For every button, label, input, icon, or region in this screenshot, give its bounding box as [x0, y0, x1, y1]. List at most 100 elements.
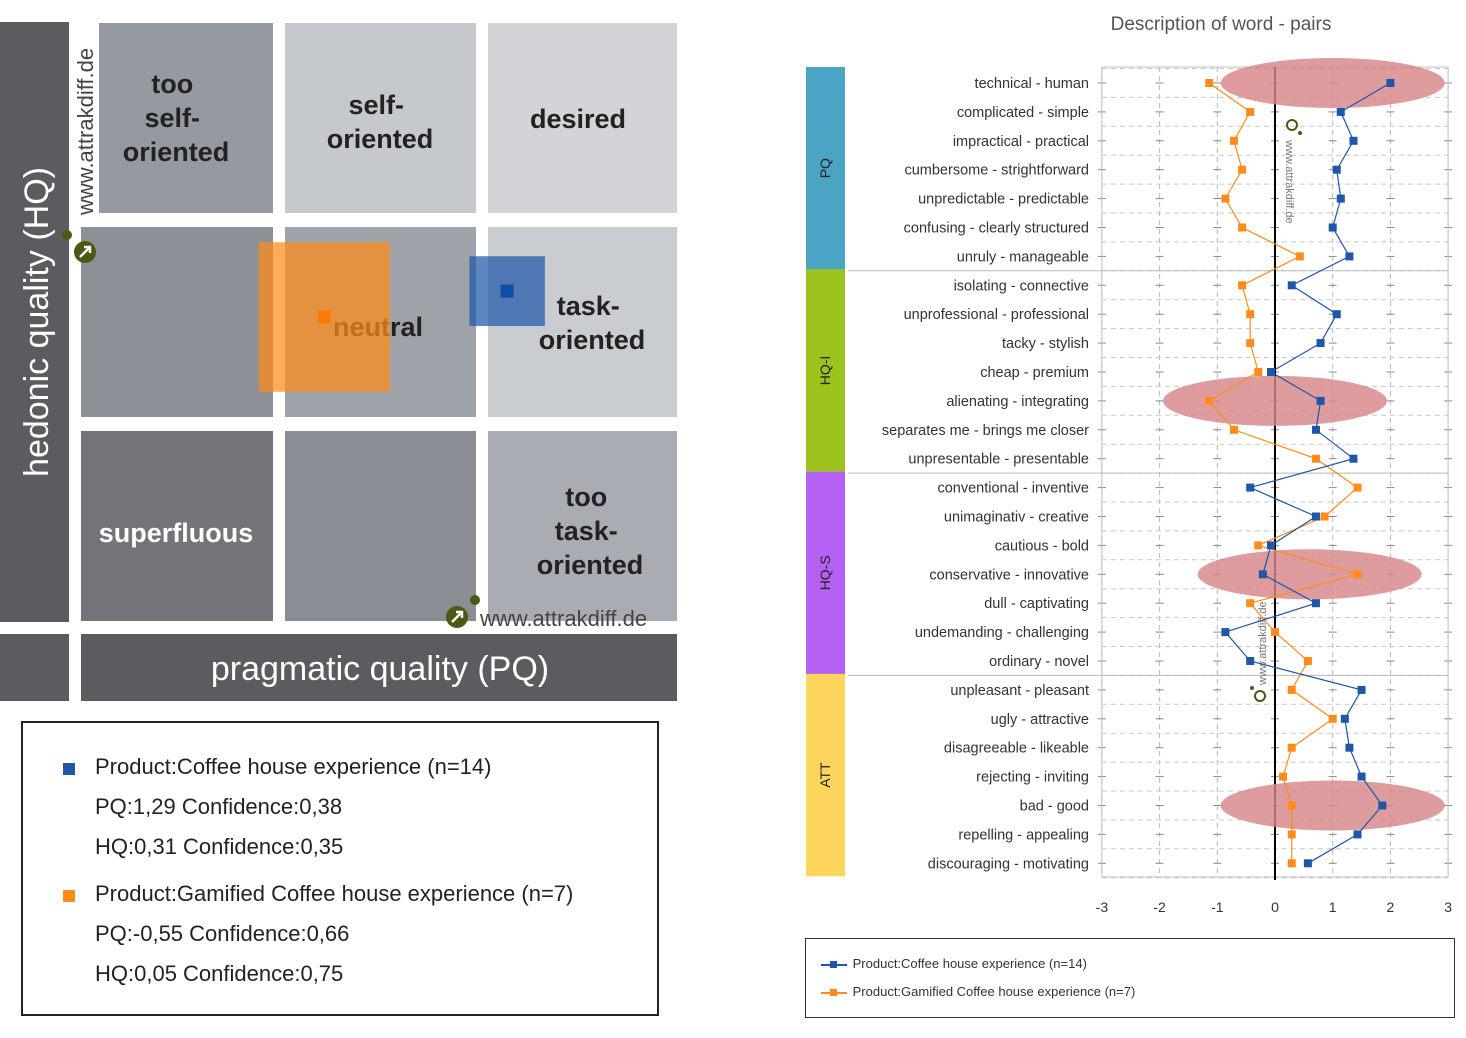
series-point-coffee — [1386, 79, 1395, 87]
word-pair-label: cautious - bold — [995, 538, 1089, 554]
word-pair-label: disagreeable - likeable — [944, 741, 1089, 757]
word-pair-label: discouraging - motivating — [928, 856, 1089, 872]
logo-icon-profile-top — [1286, 119, 1298, 131]
series-point-coffee — [1258, 570, 1267, 579]
logo-dot-profile-mid — [1250, 686, 1254, 690]
word-pair-label: impractical - practical — [953, 134, 1089, 150]
watermark-horizontal: www.attrakdiff.de — [479, 606, 647, 631]
highlight-ellipse — [1163, 375, 1387, 426]
band-pq — [806, 67, 845, 270]
word-pair-label: technical - human — [975, 76, 1089, 92]
highlight-ellipse — [1220, 58, 1445, 108]
label-too-self-oriented: too self- oriented — [123, 69, 230, 167]
cell-too-task-oriented — [488, 431, 677, 621]
series-point-coffee — [1357, 685, 1366, 694]
word-pair-label: unprofessional - professional — [904, 307, 1089, 323]
x-tick-label: -1 — [1211, 899, 1224, 915]
series-point-gamified — [1320, 512, 1329, 521]
profile-legend-label-gamified: Product:Gamified Coffee house experience… — [852, 984, 1136, 999]
logo-icon-profile-mid — [1254, 690, 1266, 702]
series-point-coffee — [1349, 136, 1358, 145]
legend-pq-gamified: PQ:-0,55 Confidence:0,66 — [95, 921, 350, 946]
series-point-gamified — [1271, 628, 1279, 637]
hq-axis-bar — [0, 22, 69, 622]
label-desired: desired — [530, 104, 626, 134]
band-hq-s — [806, 471, 845, 674]
hq-axis-label: hedonic quality (HQ) — [18, 167, 56, 477]
word-pair-label: ordinary - novel — [989, 654, 1089, 670]
cell-self-oriented — [285, 23, 476, 213]
label-too-task-oriented: too task- oriented — [537, 482, 644, 580]
profile-legend: Product:Coffee house experience (n=14) P… — [805, 938, 1455, 1018]
x-tick-label: -2 — [1153, 899, 1166, 915]
series-point-gamified — [1246, 310, 1255, 319]
cell-too-self-oriented — [99, 23, 273, 213]
legend-pq-coffee: PQ:1,29 Confidence:0,38 — [95, 794, 343, 819]
word-pair-label: conventional - inventive — [937, 481, 1089, 497]
word-pair-label: cheap - premium — [980, 365, 1089, 381]
series-point-coffee — [1316, 396, 1325, 405]
word-pair-label: alienating - integrating — [946, 394, 1089, 410]
word-pair-label: rejecting - inviting — [976, 770, 1089, 786]
watermark-vertical: www.attrakdiff.de — [73, 48, 98, 216]
legend-hq-gamified: HQ:0,05 Confidence:0,75 — [95, 961, 344, 986]
x-tick-label: -3 — [1096, 899, 1109, 915]
x-tick-label: 1 — [1329, 899, 1337, 915]
series-point-coffee — [1378, 801, 1387, 810]
series-point-gamified — [1254, 541, 1263, 550]
word-pair-label: undemanding - challenging — [915, 625, 1089, 641]
series-point-gamified — [1238, 223, 1247, 232]
mean-point-coffee — [500, 284, 514, 298]
series-point-gamified — [1287, 801, 1296, 810]
highlight-ellipse — [1220, 780, 1445, 831]
highlight-ellipses — [1163, 58, 1445, 831]
legend-label-coffee: Product:Coffee house experience (n=14) — [95, 754, 492, 779]
profile-legend-item-gamified: Product:Gamified Coffee house experience… — [821, 984, 1135, 999]
series-point-coffee — [1332, 310, 1341, 319]
series-point-gamified — [1287, 859, 1296, 868]
x-tick-label: 3 — [1444, 899, 1452, 915]
word-pair-label: cumbersome - strightforward — [904, 163, 1089, 179]
series-point-gamified — [1353, 483, 1362, 492]
profile-legend-item-coffee: Product:Coffee house experience (n=14) — [821, 956, 1087, 971]
word-pair-label: dull - captivating — [984, 596, 1089, 612]
series-point-gamified — [1287, 743, 1296, 752]
series-point-coffee — [1287, 281, 1296, 290]
series-point-gamified — [1254, 368, 1263, 376]
word-pair-label: unpleasant - pleasant — [950, 683, 1089, 699]
series-point-coffee — [1316, 339, 1325, 348]
scale-bands: PQ HQ-I HQ-S ATT — [806, 67, 845, 877]
series-point-coffee — [1328, 223, 1337, 232]
series-point-gamified — [1295, 252, 1304, 261]
series-point-gamified — [1238, 281, 1247, 290]
logo-dot-profile-top — [1298, 131, 1302, 135]
series-line-coffee — [1224, 82, 1391, 864]
mean-point-gamified — [317, 310, 331, 324]
series-point-gamified — [1230, 136, 1239, 145]
label-superfluous: superfluous — [99, 518, 254, 548]
word-pair-labels: technical - human complicated - simple imp… — [882, 76, 1089, 872]
x-tick-label: 0 — [1271, 899, 1279, 915]
series-point-coffee — [1336, 107, 1345, 116]
word-pair-label: tacky - stylish — [1002, 336, 1089, 352]
word-pair-label: separates me - brings me closer — [882, 423, 1089, 439]
series-point-coffee — [1266, 368, 1275, 376]
logo-icon-bottom — [446, 595, 480, 628]
series-point-gamified — [1328, 714, 1337, 723]
series-point-coffee — [1345, 743, 1354, 752]
series-point-coffee — [1246, 483, 1255, 492]
axis-corner — [0, 634, 69, 701]
series-point-gamified — [1205, 396, 1214, 405]
series-point-gamified — [1221, 194, 1230, 203]
band-label-pq: PQ — [817, 158, 833, 178]
series-point-coffee — [1340, 714, 1349, 723]
word-pair-label: unpredictable - predictable — [918, 192, 1089, 208]
profile-title: Description of word - pairs — [1111, 14, 1332, 35]
word-pair-label: bad - good — [1020, 799, 1089, 815]
series-point-gamified — [1287, 685, 1296, 694]
profile-legend-label-coffee: Product:Coffee house experience (n=14) — [852, 956, 1087, 971]
series-point-coffee — [1266, 541, 1275, 550]
label-self-oriented: self- oriented — [327, 90, 434, 154]
word-pair-label: complicated - simple — [957, 105, 1089, 121]
x-tick-labels: -3 -2 -1 0 1 2 3 — [1096, 899, 1453, 915]
